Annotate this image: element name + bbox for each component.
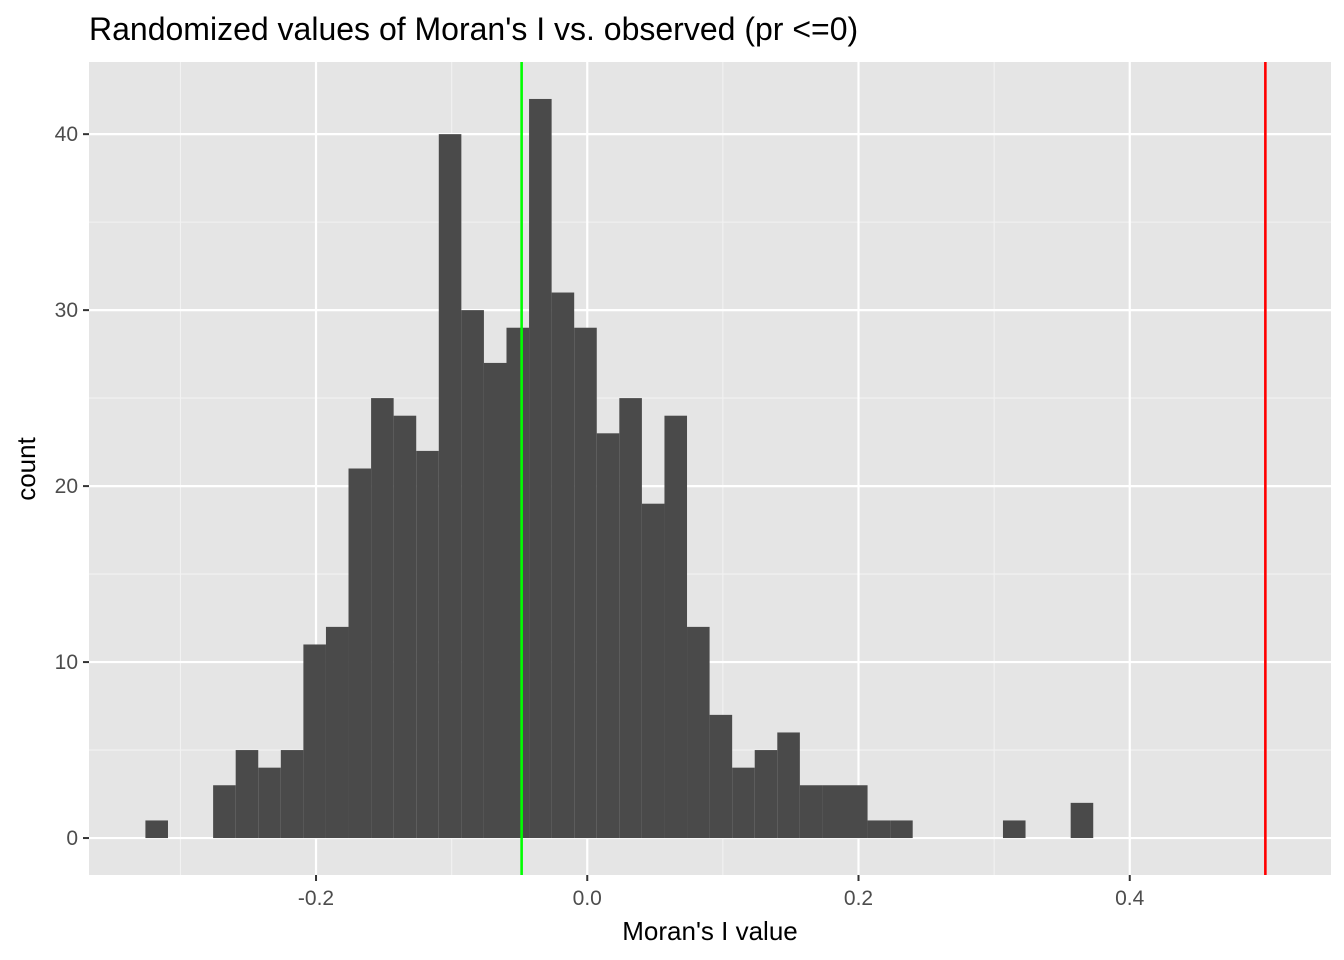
histogram-bar: [1002, 820, 1026, 839]
histogram-bar: [822, 785, 845, 839]
histogram-bar: [732, 767, 755, 839]
histogram-bar: [145, 820, 168, 839]
histogram-bar: [529, 98, 552, 839]
reference-lines: [520, 62, 1267, 875]
histogram-bar: [371, 398, 394, 839]
y-axis: 0 10 20 30 40: [55, 123, 89, 850]
x-tick-label: 0.2: [844, 887, 873, 910]
chart-title: Randomized values of Moran's I vs. obser…: [89, 11, 858, 47]
histogram-bar: [438, 134, 462, 839]
x-tick-label: 0.4: [1115, 887, 1145, 910]
histogram-bar: [1070, 802, 1094, 839]
histogram-bar: [506, 327, 530, 839]
y-tick-label: 30: [55, 299, 78, 322]
x-axis-title: Moran's I value: [622, 916, 798, 946]
histogram-bar: [777, 732, 800, 839]
x-axis: -0.2 0.0 0.2 0.4: [298, 875, 1145, 910]
histogram-bar: [235, 750, 259, 839]
histogram-bar: [348, 468, 372, 839]
histogram-bar: [890, 820, 913, 839]
histogram-bar: [393, 415, 417, 839]
histogram-bar: [799, 785, 823, 839]
histogram-bar: [709, 714, 733, 839]
histogram-bar: [754, 750, 778, 839]
histogram-bar: [844, 785, 868, 839]
histogram-bar: [574, 327, 597, 839]
y-tick-label: 40: [55, 123, 78, 146]
histogram-bar: [280, 750, 304, 839]
y-tick-label: 0: [66, 827, 78, 850]
histogram-bar: [551, 292, 575, 839]
histogram-bar: [416, 450, 439, 839]
histogram-bar: [461, 310, 484, 839]
histogram-bar: [325, 626, 349, 839]
x-tick-label: 0.0: [573, 887, 602, 910]
y-axis-title: count: [11, 436, 41, 500]
histogram-bar: [213, 785, 236, 839]
x-tick-label: -0.2: [298, 887, 334, 910]
histogram-bar: [483, 362, 507, 839]
histogram-bar: [258, 767, 281, 839]
histogram-bar: [641, 503, 665, 839]
y-tick-label: 10: [55, 651, 78, 674]
histogram-bar: [664, 415, 688, 839]
histogram-bar: [619, 398, 642, 839]
histogram-bars: [145, 98, 1094, 839]
histogram-bar: [867, 820, 891, 839]
histogram-bar: [687, 626, 710, 839]
y-tick-label: 20: [55, 475, 78, 498]
histogram-bar: [596, 433, 620, 839]
histogram-bar: [303, 644, 326, 839]
